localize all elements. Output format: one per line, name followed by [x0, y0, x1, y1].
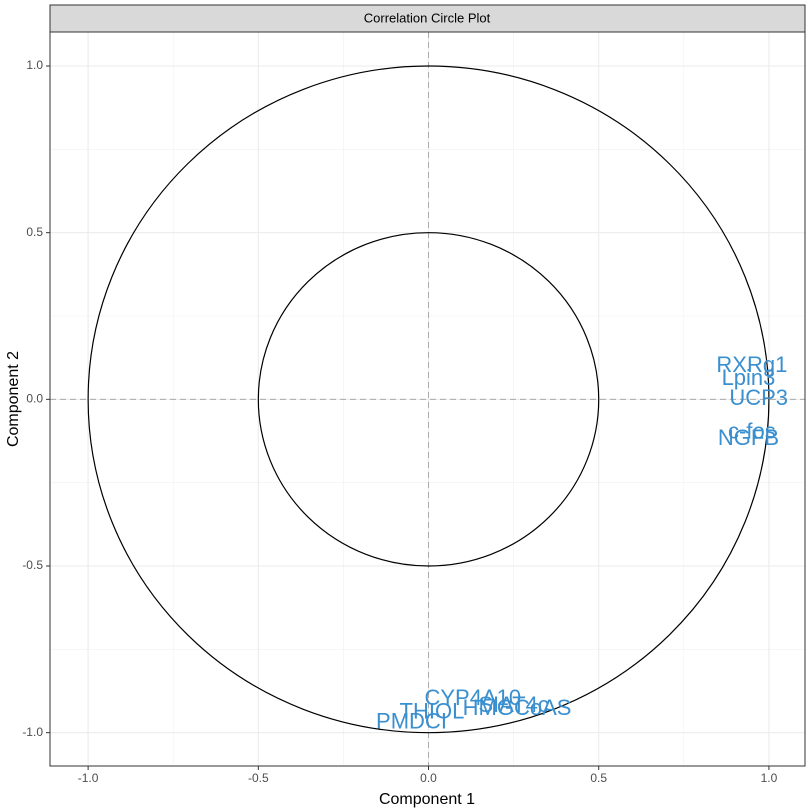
x-tick-label: 0.5	[590, 771, 607, 785]
y-tick-label: 0.0	[26, 392, 43, 406]
y-tick-label: -1.0	[22, 725, 43, 739]
y-axis-title: Component 2	[5, 351, 22, 447]
point-label: HMGCoAS	[463, 695, 572, 720]
point-label: c-fos	[728, 418, 776, 443]
chart-title: Correlation Circle Plot	[364, 10, 491, 25]
strip	[49, 4, 806, 33]
x-tick-label: -1.0	[78, 771, 99, 785]
point-label: RXRg1	[716, 352, 787, 377]
point-label: CYP4A10	[424, 685, 521, 710]
point-label: PMDCI	[376, 708, 447, 733]
x-tick-label: 0.0	[420, 771, 437, 785]
y-tick-label: 1.0	[26, 58, 43, 72]
circle	[257, 232, 600, 567]
y-tick-label: -0.5	[22, 558, 43, 572]
y-tick-label: 0.5	[26, 225, 43, 239]
point-label: SIAT4c	[478, 692, 549, 717]
circle	[87, 65, 770, 734]
x-tick-label: -0.5	[248, 771, 269, 785]
point-label: THIOL	[400, 698, 465, 723]
point-label: NGFB	[718, 425, 779, 450]
x-tick-label: 1.0	[761, 771, 778, 785]
panel-border	[49, 31, 806, 767]
point-label: UCP3	[729, 385, 788, 410]
x-axis-title: Component 1	[379, 791, 475, 808]
point-label: Lpin3	[722, 365, 776, 390]
